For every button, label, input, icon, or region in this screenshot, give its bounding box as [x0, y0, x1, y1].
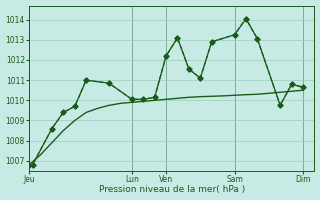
X-axis label: Pression niveau de la mer( hPa ): Pression niveau de la mer( hPa ) — [99, 185, 245, 194]
